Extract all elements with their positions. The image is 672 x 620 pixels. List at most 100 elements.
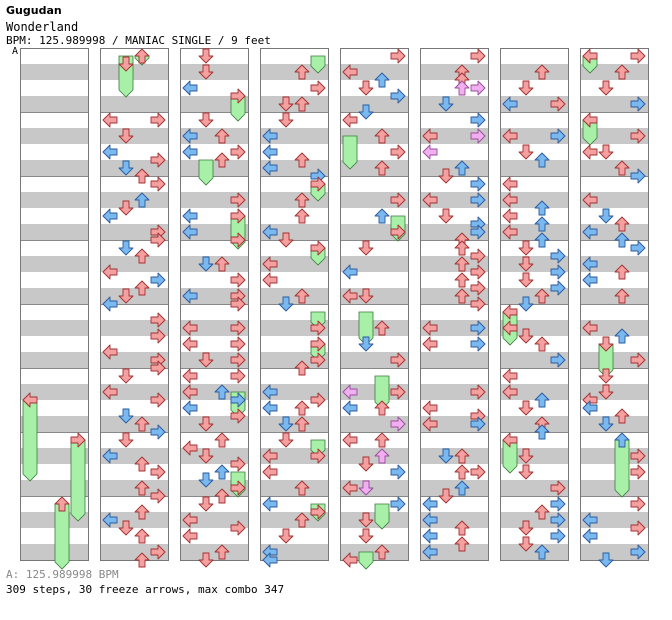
beat-stripe <box>340 384 408 400</box>
beat-stripe <box>420 320 488 336</box>
beat-stripe <box>260 288 328 304</box>
left-arrow-icon <box>102 144 118 160</box>
beat-stripe <box>580 512 648 528</box>
down-arrow-icon <box>598 368 614 384</box>
left-arrow-icon <box>262 384 278 400</box>
stats-footer: 309 steps, 30 freeze arrows, max combo 3… <box>6 583 285 596</box>
freeze-arrow-icon <box>358 551 374 570</box>
right-arrow-icon <box>470 48 486 64</box>
left-arrow-icon <box>262 496 278 512</box>
song-info: BPM: 125.989998 / MANIAC SINGLE / 9 feet <box>6 34 271 47</box>
right-arrow-icon <box>310 320 326 336</box>
down-arrow-icon <box>518 448 534 464</box>
up-arrow-icon <box>374 160 390 176</box>
left-arrow-icon <box>262 160 278 176</box>
beat-stripe <box>20 288 88 304</box>
right-arrow-icon <box>390 48 406 64</box>
left-arrow-icon <box>102 344 118 360</box>
right-arrow-icon <box>470 176 486 192</box>
right-arrow-icon <box>630 128 646 144</box>
right-arrow-icon <box>470 320 486 336</box>
left-arrow-icon <box>182 144 198 160</box>
up-arrow-icon <box>534 64 550 80</box>
beat-stripe <box>180 256 248 272</box>
down-arrow-icon <box>198 416 214 432</box>
left-arrow-icon <box>102 384 118 400</box>
beat-stripe <box>260 544 328 560</box>
up-arrow-icon <box>374 72 390 88</box>
beat-stripe <box>340 192 408 208</box>
column-frame <box>500 48 569 561</box>
left-arrow-icon <box>422 416 438 432</box>
up-arrow-icon <box>614 160 630 176</box>
right-arrow-icon <box>630 464 646 480</box>
right-arrow-icon <box>230 336 246 352</box>
left-arrow-icon <box>182 528 198 544</box>
beat-stripe <box>100 224 168 240</box>
beat-stripe <box>20 64 88 80</box>
measure-column <box>100 48 169 568</box>
bpm-footer: A: 125.989998 BPM <box>6 568 119 581</box>
up-arrow-icon <box>534 232 550 248</box>
up-arrow-icon <box>454 520 470 536</box>
right-arrow-icon <box>630 520 646 536</box>
down-arrow-icon <box>198 64 214 80</box>
right-arrow-icon <box>390 496 406 512</box>
down-arrow-icon <box>598 144 614 160</box>
column-frame <box>580 48 649 561</box>
beat-stripe <box>260 352 328 368</box>
down-arrow-icon <box>598 384 614 400</box>
up-arrow-icon <box>534 152 550 168</box>
up-arrow-icon <box>214 384 230 400</box>
left-arrow-icon <box>422 528 438 544</box>
left-arrow-icon <box>262 272 278 288</box>
down-arrow-icon <box>198 448 214 464</box>
up-arrow-icon <box>134 416 150 432</box>
left-arrow-icon <box>342 432 358 448</box>
down-arrow-icon <box>198 472 214 488</box>
down-arrow-icon <box>438 488 454 504</box>
up-arrow-icon <box>134 48 150 64</box>
left-arrow-icon <box>502 192 518 208</box>
up-arrow-icon <box>294 360 310 376</box>
beat-stripe <box>500 352 568 368</box>
down-arrow-icon <box>278 232 294 248</box>
right-arrow-icon <box>230 352 246 368</box>
right-arrow-icon <box>310 80 326 96</box>
measure-column <box>180 48 249 568</box>
up-arrow-icon <box>534 336 550 352</box>
measure-column <box>500 48 569 561</box>
up-arrow-icon <box>454 160 470 176</box>
freeze-arrow-icon <box>54 503 70 570</box>
left-arrow-icon <box>582 512 598 528</box>
beat-stripe <box>340 416 408 432</box>
right-arrow-icon <box>630 240 646 256</box>
beat-stripe <box>340 160 408 176</box>
beat-stripe <box>420 64 488 80</box>
left-arrow-icon <box>262 128 278 144</box>
left-arrow-icon <box>502 432 518 448</box>
column-frame <box>260 48 329 561</box>
beat-stripe <box>500 544 568 560</box>
left-arrow-icon <box>422 320 438 336</box>
down-arrow-icon <box>278 296 294 312</box>
right-arrow-icon <box>390 144 406 160</box>
down-arrow-icon <box>598 208 614 224</box>
down-arrow-icon <box>438 208 454 224</box>
left-arrow-icon <box>502 320 518 336</box>
beat-stripe <box>500 416 568 432</box>
left-arrow-icon <box>262 400 278 416</box>
right-arrow-icon <box>230 408 246 424</box>
left-arrow-icon <box>182 440 198 456</box>
left-arrow-icon <box>342 112 358 128</box>
beat-stripe <box>340 288 408 304</box>
left-arrow-icon <box>342 64 358 80</box>
right-arrow-icon <box>230 320 246 336</box>
right-arrow-icon <box>390 224 406 240</box>
right-arrow-icon <box>470 416 486 432</box>
beat-stripe <box>20 128 88 144</box>
up-arrow-icon <box>134 248 150 264</box>
up-arrow-icon <box>454 464 470 480</box>
up-arrow-icon <box>614 432 630 448</box>
beat-stripe <box>340 96 408 112</box>
